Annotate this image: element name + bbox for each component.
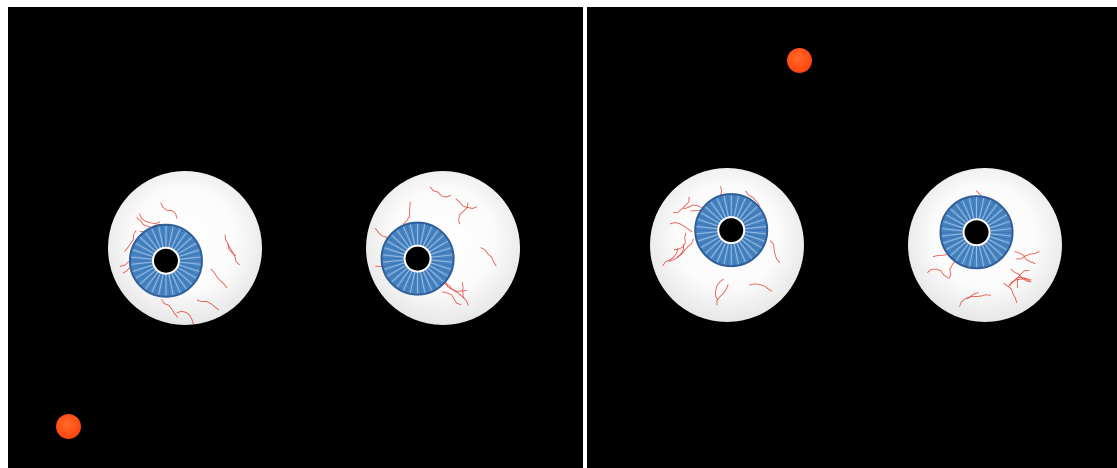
vein	[441, 291, 462, 306]
target-dot	[787, 48, 812, 73]
iris-streaks	[941, 197, 1012, 268]
pupil	[405, 246, 430, 271]
iris-streaks	[130, 225, 201, 296]
vein	[673, 196, 690, 213]
eye-drawing	[662, 186, 781, 306]
vein	[1014, 251, 1036, 265]
eye-drawing	[119, 202, 240, 325]
vein	[716, 284, 729, 306]
eye-drawing	[374, 186, 497, 306]
vein	[1010, 268, 1032, 283]
eyeball-right-2	[908, 168, 1062, 322]
vein	[927, 268, 949, 279]
eyeball-left-2	[366, 171, 520, 325]
iris-ring	[694, 193, 769, 268]
iris-ring	[128, 223, 203, 298]
vein	[966, 294, 992, 300]
vein	[210, 268, 228, 289]
vein	[224, 234, 236, 257]
pupil	[153, 248, 178, 273]
vein	[662, 247, 679, 267]
vein	[769, 240, 781, 263]
vein	[196, 299, 220, 311]
vein	[676, 238, 694, 258]
vein	[160, 202, 178, 219]
vein	[139, 213, 160, 225]
vein	[458, 202, 469, 225]
vein	[748, 283, 773, 292]
left-panel[interactable]	[8, 7, 583, 468]
vein	[176, 310, 195, 325]
vein	[1016, 269, 1030, 289]
vein	[429, 186, 452, 198]
eyeball-right-1	[650, 168, 804, 322]
vein	[161, 299, 179, 318]
vein	[1009, 276, 1032, 286]
vein	[745, 190, 760, 210]
vein	[445, 282, 465, 299]
vein	[480, 247, 497, 267]
iris-streaks	[382, 223, 453, 294]
target-dot	[56, 414, 81, 439]
pupil	[964, 220, 989, 245]
vein	[714, 278, 724, 301]
vein	[1016, 251, 1040, 260]
vein	[462, 282, 469, 306]
vein	[1003, 282, 1018, 304]
vein	[124, 230, 137, 252]
eyeball-left-1	[108, 171, 262, 325]
eye-drawing	[927, 190, 1040, 307]
iris-ring	[380, 221, 455, 296]
pupil	[719, 218, 744, 243]
vein	[669, 222, 693, 233]
iris-ring	[939, 195, 1014, 270]
vein	[1008, 278, 1031, 287]
vein	[402, 201, 411, 225]
iris-streaks	[696, 195, 767, 266]
right-panel[interactable]	[587, 7, 1117, 468]
vein	[959, 292, 979, 307]
vein	[455, 198, 478, 209]
vein	[444, 283, 467, 292]
